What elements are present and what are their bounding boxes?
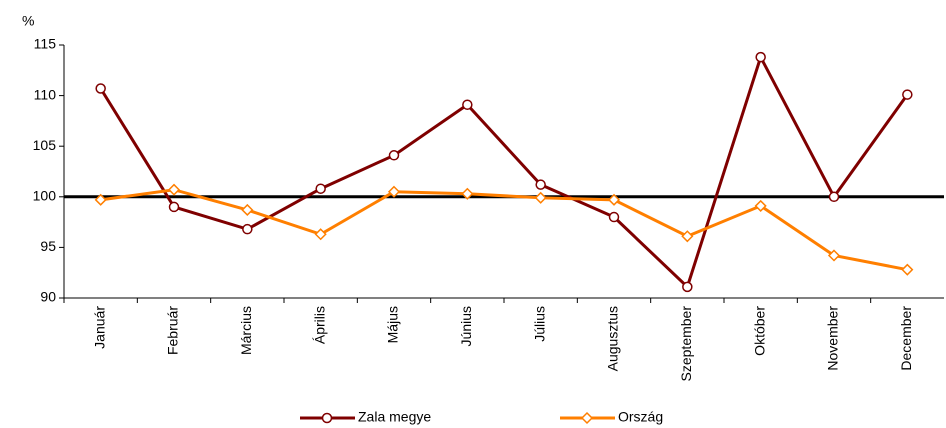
data-point bbox=[682, 281, 693, 293]
legend-label: Zala megye bbox=[358, 409, 431, 425]
data-point bbox=[607, 193, 621, 206]
data-point bbox=[901, 263, 914, 276]
data-point bbox=[315, 183, 326, 194]
x-tick-label: Január bbox=[91, 306, 107, 349]
data-point bbox=[755, 51, 766, 63]
data-point bbox=[534, 191, 547, 204]
data-point bbox=[388, 150, 400, 161]
data-point bbox=[754, 199, 767, 212]
y-tick-label: 115 bbox=[34, 36, 57, 52]
data-point bbox=[580, 411, 594, 425]
data-point bbox=[321, 412, 333, 424]
data-point bbox=[827, 249, 841, 262]
data-point bbox=[241, 203, 254, 217]
x-tick-label: December bbox=[898, 306, 914, 371]
y-tick-label: 110 bbox=[34, 86, 57, 102]
data-point bbox=[387, 185, 401, 198]
y-tick-label: 90 bbox=[40, 289, 56, 305]
legend-label: Ország bbox=[618, 409, 663, 425]
y-unit-label: % bbox=[22, 13, 34, 29]
series-line bbox=[100, 188, 908, 272]
data-point bbox=[168, 201, 180, 213]
data-point bbox=[902, 89, 913, 100]
data-point bbox=[461, 187, 474, 200]
series-line bbox=[99, 53, 909, 290]
x-tick-label: Április bbox=[311, 306, 327, 344]
data-point bbox=[462, 99, 473, 110]
y-tick-label: 105 bbox=[33, 137, 57, 153]
data-point bbox=[94, 193, 107, 206]
x-tick-label: Június bbox=[458, 306, 474, 346]
x-tick-label: November bbox=[825, 306, 841, 371]
y-tick-label: 100 bbox=[33, 188, 57, 204]
data-point bbox=[828, 191, 840, 203]
x-tick-label: Szeptember bbox=[678, 306, 694, 382]
data-point bbox=[242, 223, 253, 235]
x-tick-label: Május bbox=[385, 306, 401, 343]
data-point bbox=[608, 211, 620, 223]
data-point bbox=[535, 179, 546, 190]
data-point bbox=[314, 228, 327, 241]
x-tick-label: Augusztus bbox=[605, 306, 621, 371]
y-tick-label: 95 bbox=[40, 238, 56, 254]
x-tick-label: Július bbox=[531, 306, 547, 342]
data-point bbox=[95, 83, 106, 94]
x-tick-label: Február bbox=[165, 306, 181, 355]
x-tick-label: Március bbox=[238, 306, 254, 355]
data-point bbox=[167, 183, 181, 196]
x-tick-label: Október bbox=[751, 306, 767, 356]
data-point bbox=[681, 230, 694, 243]
